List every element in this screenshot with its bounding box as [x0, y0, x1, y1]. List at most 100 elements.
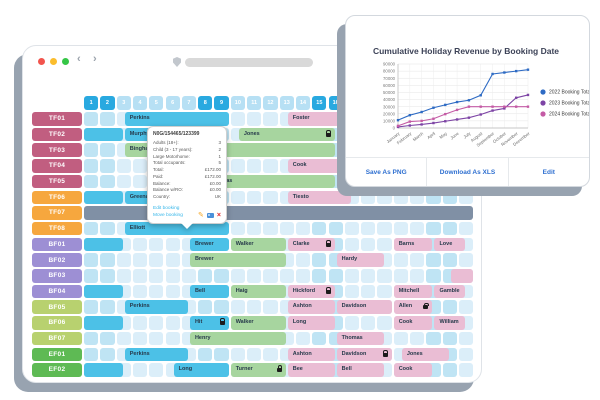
calendar-day-cell[interactable]	[132, 284, 148, 299]
calendar-day-cell[interactable]	[247, 300, 262, 314]
booking-bar[interactable]: Brewer	[189, 237, 229, 252]
booking-bar[interactable]: Jones	[401, 347, 449, 361]
calendar-day-cell[interactable]	[361, 269, 376, 283]
booking-bar[interactable]: Cook	[287, 159, 351, 173]
booking-bar[interactable]: Haig	[230, 284, 286, 299]
booking-bar[interactable]: Walker	[230, 237, 286, 252]
photo-icon[interactable]	[206, 212, 214, 219]
calendar-day-cell[interactable]	[442, 253, 457, 267]
booking-bar[interactable]: Long	[173, 363, 229, 377]
booking-bar[interactable]: Brewer	[189, 253, 286, 267]
calendar-day-cell[interactable]	[247, 159, 262, 173]
calendar-day-cell[interactable]	[149, 284, 164, 299]
calendar-day-cell[interactable]	[181, 269, 197, 283]
calendar-day-cell[interactable]	[426, 269, 441, 283]
booking-bar[interactable]: Ashton	[287, 347, 335, 361]
calendar-day-cell[interactable]	[426, 190, 441, 204]
calendar-day-cell[interactable]	[263, 190, 278, 204]
calendar-day-cell[interactable]	[263, 221, 278, 236]
booking-bar[interactable]: Walker	[230, 316, 286, 330]
calendar-day-cell[interactable]	[84, 174, 99, 189]
calendar-day-cell[interactable]	[84, 159, 99, 173]
booking-bar[interactable]: Hit	[189, 316, 229, 330]
calendar-day-cell[interactable]	[312, 253, 327, 267]
browser-forward-icon[interactable]: ›	[93, 53, 97, 65]
legend-label[interactable]: 2023 Booking Total	[549, 101, 590, 107]
booking-bar[interactable]: Bell	[189, 284, 229, 299]
calendar-day-cell[interactable]	[426, 221, 441, 236]
calendar-day-cell[interactable]	[279, 221, 294, 236]
legend-label[interactable]: 2022 Booking Total	[549, 90, 590, 96]
calendar-day-cell[interactable]	[165, 237, 180, 252]
unit-row-label[interactable]: BF03	[32, 269, 82, 283]
calendar-day-cell[interactable]	[149, 316, 164, 330]
delete-icon[interactable]: ×	[216, 212, 221, 220]
booking-bar[interactable]	[84, 363, 123, 377]
calendar-day-cell[interactable]	[410, 221, 425, 236]
move-booking-link[interactable]: Move booking	[153, 212, 183, 218]
calendar-day-cell[interactable]	[279, 269, 294, 283]
legend-swatch[interactable]	[540, 111, 546, 117]
calendar-day-cell[interactable]	[230, 221, 245, 236]
booking-bar[interactable]: Cook	[393, 316, 433, 330]
calendar-day-cell[interactable]	[165, 269, 180, 283]
unit-row-label[interactable]: BF07	[32, 331, 82, 346]
booking-bar[interactable]: Bee	[287, 363, 335, 377]
window-close-button[interactable]	[38, 58, 45, 65]
calendar-day-cell[interactable]	[230, 269, 245, 283]
booking-bar[interactable]: Henry	[189, 331, 286, 346]
legend-swatch[interactable]	[540, 100, 546, 106]
calendar-day-cell[interactable]	[100, 331, 115, 346]
calendar-day-cell[interactable]	[247, 112, 262, 126]
booking-bar[interactable]: Foster	[287, 112, 351, 126]
booking-bar[interactable]	[84, 237, 123, 252]
browser-back-icon[interactable]: ‹	[77, 53, 81, 65]
calendar-day-cell[interactable]	[295, 221, 311, 236]
calendar-day-cell[interactable]	[100, 221, 115, 236]
booking-bar[interactable]: Bell	[336, 363, 384, 377]
calendar-day-cell[interactable]	[165, 331, 180, 346]
unit-row-label[interactable]: TF07	[32, 206, 82, 220]
calendar-day-cell[interactable]	[230, 190, 245, 204]
download-as-xls-button[interactable]: Download As XLS	[426, 158, 507, 186]
calendar-day-cell[interactable]	[247, 190, 262, 204]
booking-bar[interactable]: Cook	[393, 363, 433, 377]
calendar-day-cell[interactable]	[116, 159, 131, 173]
calendar-day-cell[interactable]	[377, 190, 392, 204]
calendar-day-cell[interactable]	[344, 237, 360, 252]
calendar-day-cell[interactable]	[377, 316, 392, 330]
calendar-day-cell[interactable]	[247, 269, 262, 283]
calendar-day-cell[interactable]	[84, 143, 99, 157]
unit-row-label[interactable]: TF05	[32, 174, 82, 189]
calendar-day-cell[interactable]	[132, 363, 148, 377]
unit-row-label[interactable]: BF02	[32, 253, 82, 267]
calendar-day-cell[interactable]	[165, 284, 180, 299]
calendar-day-cell[interactable]	[410, 269, 425, 283]
calendar-day-cell[interactable]	[100, 143, 115, 157]
calendar-day-cell[interactable]	[458, 300, 474, 314]
edit-booking-link[interactable]: Edit booking	[153, 205, 180, 211]
booking-bar[interactable]: Gamble	[434, 284, 466, 299]
calendar-day-cell[interactable]	[361, 190, 376, 204]
calendar-day-cell[interactable]	[116, 269, 131, 283]
calendar-day-cell[interactable]	[149, 363, 164, 377]
calendar-day-cell[interactable]	[458, 363, 474, 377]
unit-row-label[interactable]: TF04	[32, 159, 82, 173]
window-minimize-button[interactable]	[50, 58, 57, 65]
booking-bar[interactable]: Jones	[238, 127, 335, 142]
booking-bar[interactable]: Turner	[230, 363, 286, 377]
calendar-day-cell[interactable]	[377, 284, 392, 299]
calendar-day-cell[interactable]	[165, 316, 180, 330]
calendar-day-cell[interactable]	[149, 269, 164, 283]
calendar-day-cell[interactable]	[100, 253, 115, 267]
calendar-day-cell[interactable]	[328, 269, 343, 283]
calendar-day-cell[interactable]	[295, 331, 311, 346]
booking-bar[interactable]: Hardy	[336, 253, 384, 267]
calendar-day-cell[interactable]	[100, 347, 115, 361]
booking-bar[interactable]	[450, 269, 474, 283]
calendar-day-cell[interactable]	[442, 331, 457, 346]
calendar-day-cell[interactable]	[377, 221, 392, 236]
calendar-day-cell[interactable]	[84, 253, 99, 267]
legend-swatch[interactable]	[540, 89, 546, 95]
calendar-day-cell[interactable]	[344, 316, 360, 330]
